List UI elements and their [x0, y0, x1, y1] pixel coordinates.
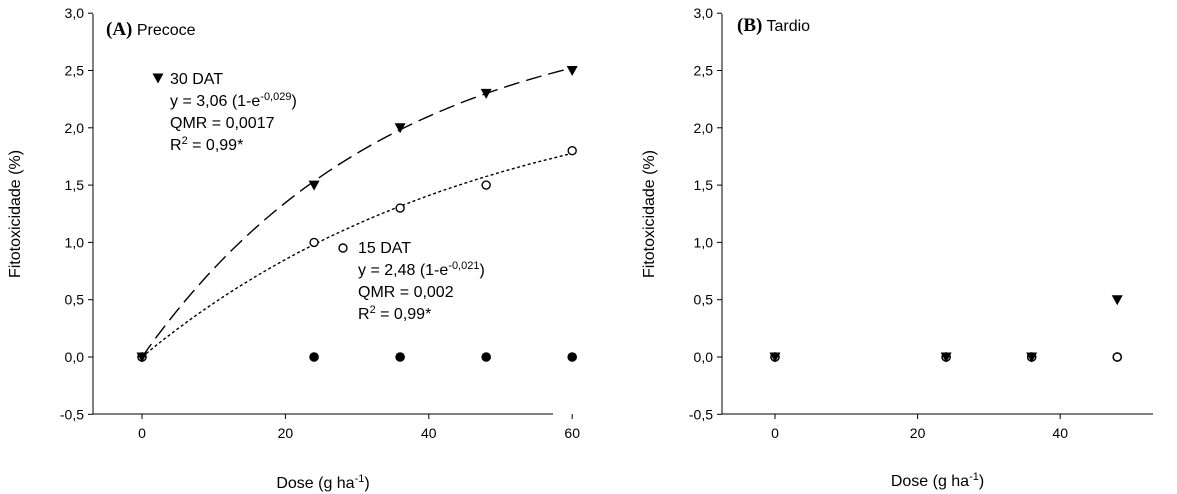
data-point-triangle-down — [480, 88, 492, 99]
data-point-triangle-down — [566, 66, 578, 76]
y-tick-label: 3,0 — [694, 5, 714, 21]
annotation-line: QMR = 0,002 — [358, 284, 454, 301]
data-point-triangle-down — [308, 180, 320, 191]
legend-marker — [152, 73, 164, 84]
y-tick-label: 0,5 — [65, 292, 85, 308]
legend-annotation-1: 15 DAT y = 2,48 (1-e-0,021) QMR = 0,002 R2 … — [338, 240, 485, 323]
fit-curve-1 — [141, 152, 573, 358]
annotation-line: y = 2,48 (1-e-0,021) — [358, 260, 485, 279]
y-axis-label: Fitotoxicidade (%) — [641, 150, 658, 278]
y-tick-label: 2,5 — [694, 63, 714, 79]
data-point-triangle-down — [136, 352, 148, 363]
y-tick-label: 1,0 — [694, 234, 714, 250]
y-tick-label: 2,0 — [65, 120, 85, 136]
data-point-triangle-down — [1111, 295, 1123, 306]
x-tick-label: 40 — [421, 425, 437, 441]
chart-panel-a: -0,5 0,0 0,5 1,0 1,5 2,0 2,5 3,0 0 20 40 60 Dose (g … — [7, 5, 580, 492]
data-point-circle-filled — [395, 352, 405, 362]
annotation-line: 30 DAT — [170, 71, 223, 88]
x-tick-label: 20 — [278, 425, 294, 441]
data-point-circle-filled — [309, 352, 319, 362]
y-axis-label: Fitotoxicidade (%) — [7, 150, 24, 278]
y-tick-label: 2,5 — [65, 63, 85, 79]
data-point-triangle-down — [940, 352, 952, 363]
data-point-circle-open — [395, 203, 405, 213]
x-tick-label: 0 — [771, 425, 779, 441]
data-point-circle-filled — [481, 352, 491, 362]
legend-marker — [338, 243, 348, 253]
data-point-circle-open — [567, 146, 577, 156]
y-tick-label: -0,5 — [60, 406, 84, 422]
panel-name: Tardio — [762, 18, 810, 35]
y-tick-label: 1,5 — [694, 177, 714, 193]
data-point-circle-open — [309, 237, 319, 248]
x-tick-label: 20 — [910, 425, 926, 441]
y-tick-label: 1,5 — [65, 177, 85, 193]
y-tick-label: 3,0 — [65, 5, 85, 21]
x-tick-label: 0 — [138, 425, 146, 441]
y-tick-label: 1,0 — [65, 234, 85, 250]
data-point-circle-open — [1112, 352, 1122, 362]
panel-name: Precoce — [132, 22, 195, 39]
y-tick-label: 0,0 — [65, 349, 85, 365]
y-tick-label: 0,0 — [694, 349, 714, 365]
x-tick-label: 60 — [564, 425, 580, 441]
y-tick-label: 0,5 — [694, 292, 714, 308]
panel-letter: (B) — [737, 15, 762, 36]
annotation-line: QMR = 0,0017 — [170, 115, 275, 132]
x-axis-label: Dose (g ha-1) — [891, 471, 984, 490]
panel-letter: (A) — [106, 19, 132, 40]
y-tick-label: 2,0 — [694, 120, 714, 136]
annotation-line: 15 DAT — [358, 240, 411, 257]
annotation-line: y = 3,06 (1-e-0,029) — [170, 91, 297, 110]
annotation-line: R2 = 0,99* — [170, 135, 243, 154]
x-axis-label: Dose (g ha-1) — [276, 473, 369, 492]
data-point-triangle-down — [1026, 352, 1038, 363]
data-point-circle-filled — [567, 352, 577, 362]
y-tick-label: -0,5 — [689, 406, 713, 422]
legend-annotation-0: 30 DAT y = 3,06 (1-e-0,029) QMR = 0,0017 R2… — [152, 71, 297, 154]
x-tick-label: 40 — [1052, 425, 1068, 441]
panel-title: (B) Tardio — [737, 15, 810, 36]
annotation-line: R2 = 0,99* — [358, 304, 431, 323]
data-point-triangle-down — [394, 123, 406, 134]
data-point-triangle-down — [769, 352, 781, 363]
data-point-circle-open — [481, 180, 491, 190]
panel-title: (A) Precoce — [106, 19, 196, 40]
